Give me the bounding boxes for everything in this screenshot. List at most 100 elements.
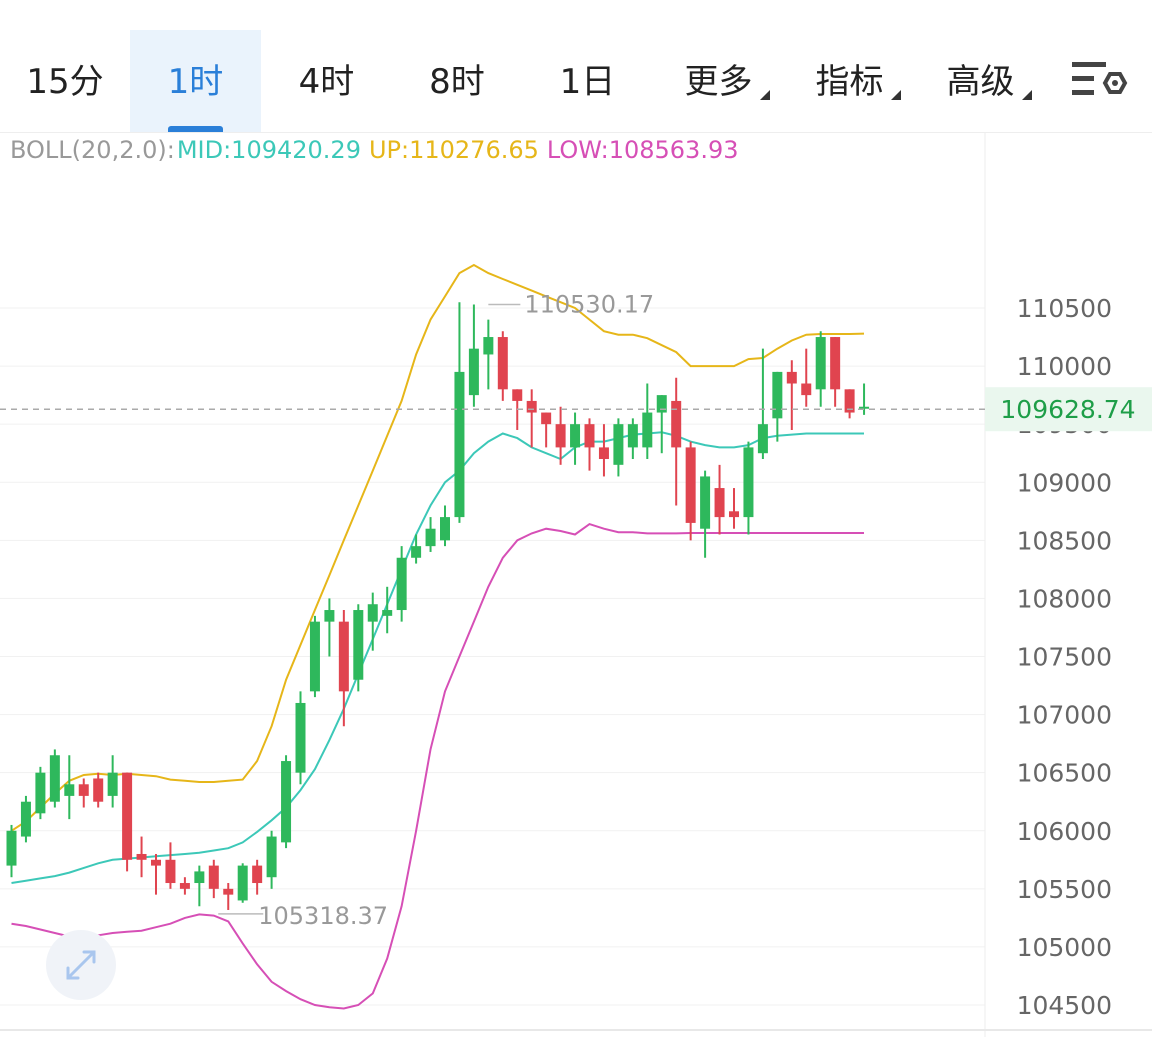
candle-body <box>237 865 248 901</box>
candle-body <box>555 424 566 448</box>
active-tab-indicator <box>168 126 223 132</box>
candle-body <box>411 546 422 558</box>
timeframe-tabs: 15分 1时 4时 8时 1日 更多 指标 高级 <box>0 0 1152 133</box>
candlestick-chart[interactable]: 1105001100001095001090001085001080001075… <box>0 132 1152 1037</box>
candle-body <box>151 859 161 866</box>
candle-body <box>786 371 797 384</box>
tab-1[interactable]: 1时 <box>130 30 261 132</box>
candle-body <box>743 447 754 518</box>
tab-3[interactable]: 8时 <box>392 30 522 132</box>
candle-body <box>107 772 118 796</box>
expand-button[interactable] <box>46 930 116 1000</box>
candle-body <box>396 557 407 611</box>
candle-body <box>757 424 768 454</box>
candle-body <box>35 772 46 814</box>
candle-body <box>93 778 104 802</box>
candle-body <box>613 424 624 465</box>
tab-label: 1日 <box>559 62 616 102</box>
candle-body <box>353 610 364 680</box>
tab-label: 15分 <box>26 62 104 102</box>
candle-body <box>598 447 609 460</box>
candle-body <box>541 412 552 425</box>
candle-body <box>483 337 494 355</box>
chart-settings-icon[interactable] <box>1068 56 1128 106</box>
tab-4[interactable]: 1日 <box>522 30 653 132</box>
boll-up: UP:110276.65 <box>368 136 539 164</box>
candle-body <box>801 383 812 396</box>
boll-indicator-legend: BOLL(20,2.0):MID:109420.29 UP:110276.65 LO… <box>10 136 747 164</box>
boll-lower-line <box>11 522 864 1010</box>
candle-body <box>570 424 581 448</box>
candle-body <box>642 412 653 448</box>
boll-name: BOLL(20,2.0): <box>10 136 175 164</box>
candle-body <box>815 337 826 390</box>
candle-body <box>497 337 508 390</box>
candle-body <box>526 400 537 413</box>
candle-body <box>208 865 219 889</box>
candle-body <box>367 604 378 622</box>
tab-label: 4时 <box>298 62 355 102</box>
y-tick-label: 107500 <box>1017 643 1112 672</box>
candle-body <box>252 865 263 884</box>
y-tick-label: 108500 <box>1017 526 1112 555</box>
tab-7[interactable]: 高级 <box>915 30 1046 132</box>
candle-body <box>78 784 89 796</box>
current-price-label: 109628.74 <box>1000 395 1135 424</box>
y-tick-label: 105000 <box>1017 933 1112 962</box>
dropdown-caret-icon <box>891 90 901 100</box>
dropdown-caret-icon <box>760 90 770 100</box>
candle-body <box>136 853 147 860</box>
candle-body <box>830 337 841 390</box>
candle-body <box>20 801 31 837</box>
tab-6[interactable]: 指标 <box>784 30 915 132</box>
candle-body <box>295 702 306 773</box>
tab-label: 指标 <box>815 62 884 102</box>
candle-body <box>382 610 393 616</box>
candle-body <box>859 406 870 409</box>
low-price-label: 105318.37 <box>258 902 388 930</box>
candle-body <box>223 888 234 895</box>
y-tick-label: 105500 <box>1017 875 1112 904</box>
tab-label: 更多 <box>684 62 753 102</box>
candle-body <box>454 371 465 518</box>
candle-body <box>425 528 436 547</box>
y-tick-label: 106500 <box>1017 759 1112 788</box>
candle-body <box>49 755 60 802</box>
candle-body <box>714 488 725 518</box>
y-tick-label: 108000 <box>1017 584 1112 613</box>
candle-body <box>685 447 696 523</box>
y-tick-label: 110000 <box>1017 352 1112 381</box>
tab-label: 高级 <box>946 62 1015 102</box>
candle-body <box>627 424 638 448</box>
boll-low: LOW:108563.93 <box>546 136 739 164</box>
candle-body <box>656 395 667 413</box>
candle-body <box>122 772 133 860</box>
candle-body <box>671 400 682 448</box>
candle-body <box>194 871 205 884</box>
candle-body <box>584 424 595 448</box>
tab-2[interactable]: 4时 <box>261 30 392 132</box>
candle-body <box>700 476 711 529</box>
dropdown-caret-icon <box>1022 90 1032 100</box>
y-tick-label: 109000 <box>1017 468 1112 497</box>
candle-body <box>729 511 739 518</box>
expand-arrows-icon <box>66 950 96 980</box>
tab-5[interactable]: 更多 <box>653 30 784 132</box>
boll-upper-line <box>10 263 865 832</box>
candle-body <box>165 859 176 884</box>
candle-body <box>64 784 75 796</box>
boll-mid-line <box>11 431 864 884</box>
high-price-label: 110530.17 <box>524 290 654 318</box>
tab-label: 8时 <box>429 62 485 102</box>
candle-body <box>338 621 349 692</box>
y-tick-label: 107000 <box>1017 701 1112 730</box>
candle-body <box>844 389 855 413</box>
candle-body <box>6 830 17 866</box>
boll-mid: MID:109420.29 <box>176 136 361 164</box>
tab-0[interactable]: 15分 <box>0 30 130 132</box>
candle-body <box>179 883 190 889</box>
candle-body <box>512 389 523 401</box>
candle-body <box>468 348 479 396</box>
candle-body <box>281 761 292 843</box>
y-tick-label: 104500 <box>1017 991 1112 1020</box>
